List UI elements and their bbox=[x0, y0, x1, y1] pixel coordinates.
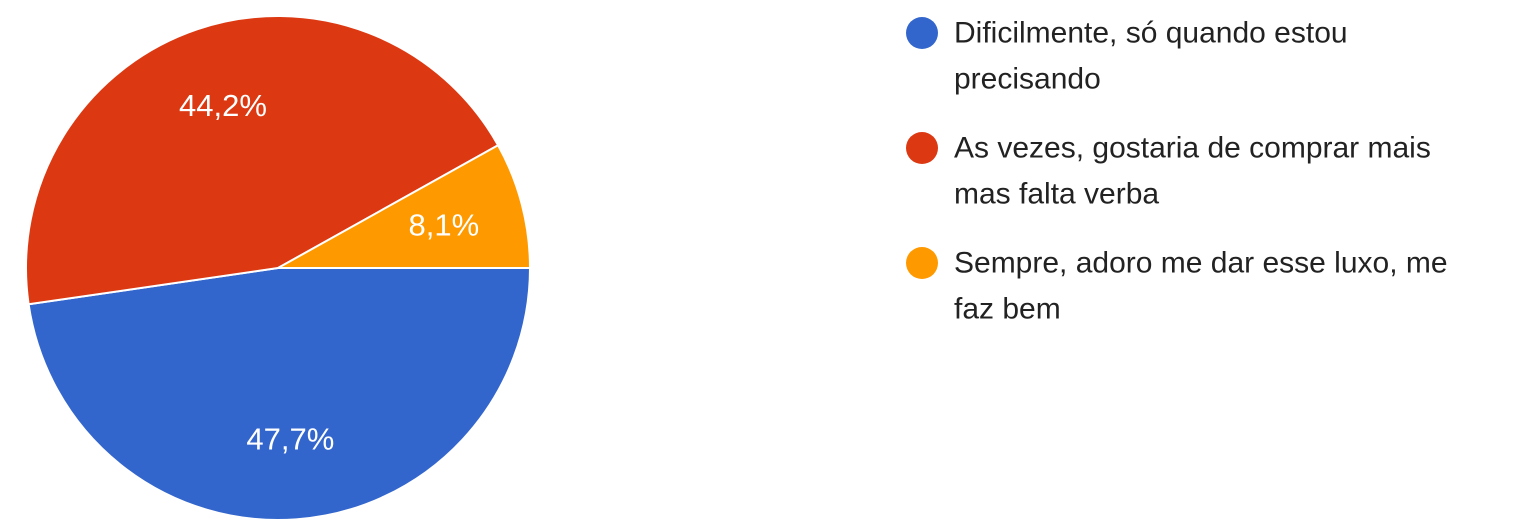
pie-slices bbox=[25, 15, 532, 521]
pie-slice-0 bbox=[27, 267, 532, 521]
legend-item-2: Sempre, adoro me dar esse luxo, me faz be… bbox=[906, 247, 1448, 326]
pie-slice-label-0: 47,7% bbox=[246, 421, 334, 456]
legend-label-2-line-0: Sempre, adoro me dar esse luxo, me bbox=[954, 247, 1448, 280]
legend: Dificilmente, só quando estou precisando A… bbox=[906, 17, 1448, 326]
legend-label-0-line-1: precisando bbox=[954, 63, 1101, 96]
legend-label-2-line-1: faz bem bbox=[954, 293, 1061, 326]
pie-slice-2 bbox=[274, 143, 532, 269]
legend-label-0-line-0: Dificilmente, só quando estou bbox=[954, 17, 1348, 50]
legend-item-0: Dificilmente, só quando estou precisando bbox=[906, 17, 1348, 96]
legend-label-1-line-0: As vezes, gostaria de comprar mais bbox=[954, 132, 1431, 165]
pie-slice-1 bbox=[25, 15, 500, 306]
pie-slice-labels: 47,7% 44,2% 8,1% bbox=[179, 88, 479, 456]
legend-swatch-0 bbox=[906, 17, 938, 49]
legend-label-1-line-1: mas falta verba bbox=[954, 178, 1159, 211]
pie-slice-label-2: 8,1% bbox=[409, 207, 480, 242]
legend-item-1: As vezes, gostaria de comprar mais mas fa… bbox=[906, 132, 1431, 211]
pie-slice-label-1: 44,2% bbox=[179, 88, 267, 123]
legend-swatch-1 bbox=[906, 132, 938, 164]
legend-swatch-2 bbox=[906, 247, 938, 279]
